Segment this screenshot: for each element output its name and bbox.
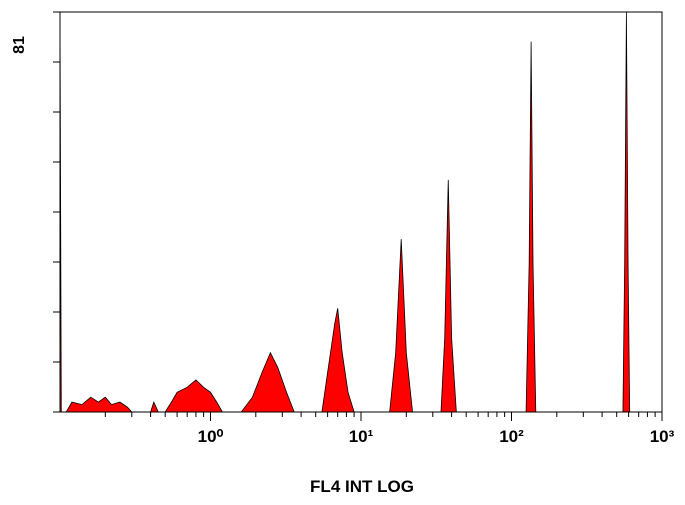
- plot-frame: [59, 11, 663, 413]
- y-max-label: 81: [11, 36, 28, 54]
- histogram-area: [59, 11, 631, 413]
- x-tick-label: 10³: [650, 427, 675, 446]
- x-tick-label: 10¹: [349, 427, 374, 446]
- x-tick-label: 10²: [499, 427, 524, 446]
- x-axis-title: FL4 INT LOG: [310, 477, 414, 496]
- x-tick-label: 10⁰: [198, 427, 224, 446]
